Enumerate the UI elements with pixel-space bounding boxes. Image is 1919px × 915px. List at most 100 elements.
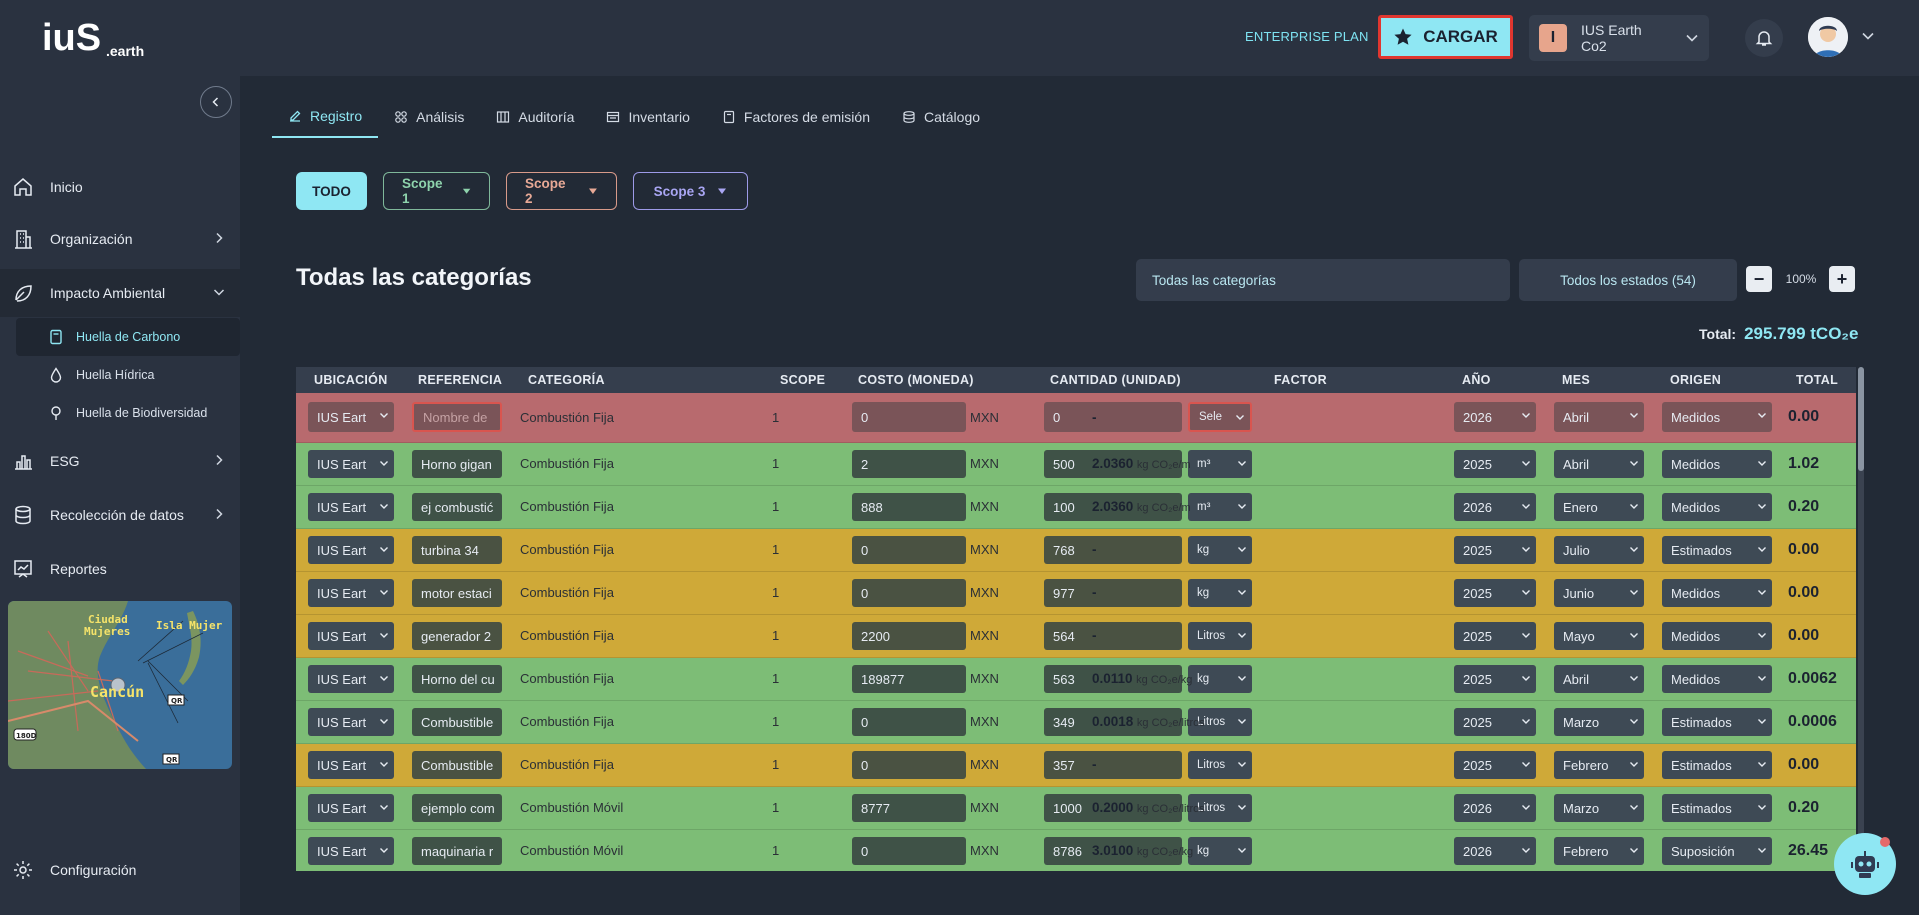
- unidad-select[interactable]: Litros: [1188, 622, 1252, 650]
- anio-select[interactable]: 2025: [1454, 622, 1536, 650]
- origen-select[interactable]: Medidos: [1662, 579, 1772, 607]
- tab-factores-emision[interactable]: Factores de emisión: [706, 96, 886, 138]
- origen-select[interactable]: Medidos: [1662, 622, 1772, 650]
- mes-select[interactable]: Abril: [1554, 450, 1644, 478]
- ubicacion-select[interactable]: IUS Eart: [308, 579, 394, 607]
- ubicacion-select[interactable]: IUS Eart: [308, 536, 394, 564]
- assistant-bot-button[interactable]: [1834, 833, 1896, 895]
- col-referencia[interactable]: REFERENCIA: [418, 373, 503, 387]
- col-factor[interactable]: FACTOR: [1274, 373, 1327, 387]
- zoom-out-button[interactable]: −: [1746, 266, 1772, 292]
- tab-auditoria[interactable]: Auditoría: [480, 96, 590, 138]
- referencia-input[interactable]: Combustible: [412, 708, 502, 736]
- col-anio[interactable]: AÑO: [1462, 373, 1491, 387]
- unidad-select[interactable]: Litros: [1188, 751, 1252, 779]
- filter-scope1-dropdown[interactable]: Scope 1: [383, 172, 490, 210]
- ubicacion-select[interactable]: IUS Eart: [308, 837, 394, 865]
- unidad-select[interactable]: Litros: [1188, 794, 1252, 822]
- origen-select[interactable]: Estimados: [1662, 794, 1772, 822]
- anio-select[interactable]: 2026: [1454, 493, 1536, 521]
- sidebar-item-organizacion[interactable]: Organización: [0, 215, 240, 263]
- sidebar-subitem-huella-biodiversidad[interactable]: Huella de Biodiversidad: [16, 394, 240, 432]
- referencia-input[interactable]: Nombre de: [412, 402, 502, 432]
- col-cantidad[interactable]: CANTIDAD (UNIDAD): [1050, 373, 1181, 387]
- origen-select[interactable]: Medidos: [1662, 665, 1772, 693]
- mes-select[interactable]: Marzo: [1554, 708, 1644, 736]
- user-avatar[interactable]: [1808, 17, 1848, 57]
- ubicacion-select[interactable]: IUS Eart: [308, 450, 394, 478]
- company-selector[interactable]: I IUS Earth Co2: [1529, 15, 1709, 61]
- cantidad-input[interactable]: 564: [1044, 622, 1182, 650]
- zoom-in-button[interactable]: +: [1829, 266, 1855, 292]
- mes-select[interactable]: Mayo: [1554, 622, 1644, 650]
- status-select[interactable]: Todos los estados (54): [1519, 259, 1737, 301]
- col-costo[interactable]: COSTO (MONEDA): [858, 373, 974, 387]
- sidebar-item-inicio[interactable]: Inicio: [0, 163, 240, 211]
- referencia-input[interactable]: Combustible: [412, 751, 502, 779]
- mes-select[interactable]: Julio: [1554, 536, 1644, 564]
- costo-input[interactable]: 0: [852, 708, 966, 736]
- costo-input[interactable]: 0: [852, 536, 966, 564]
- cantidad-input[interactable]: 768: [1044, 536, 1182, 564]
- origen-select[interactable]: Estimados: [1662, 751, 1772, 779]
- costo-input[interactable]: 8777: [852, 794, 966, 822]
- ubicacion-select[interactable]: IUS Eart: [308, 493, 394, 521]
- unidad-select[interactable]: kg: [1188, 579, 1252, 607]
- referencia-input[interactable]: turbina 34: [412, 536, 502, 564]
- referencia-input[interactable]: ej combustić: [412, 493, 502, 521]
- costo-input[interactable]: 189877: [852, 665, 966, 693]
- costo-input[interactable]: 0: [852, 751, 966, 779]
- referencia-input[interactable]: maquinaria r: [412, 837, 502, 865]
- tab-analisis[interactable]: Análisis: [378, 96, 480, 138]
- mes-select[interactable]: Febrero: [1554, 837, 1644, 865]
- category-select[interactable]: Todas las categorías: [1136, 259, 1510, 301]
- table-scrollbar-thumb[interactable]: [1858, 367, 1864, 471]
- sidebar-collapse-button[interactable]: [200, 86, 232, 118]
- sidebar-item-esg[interactable]: ESG: [0, 437, 240, 485]
- anio-select[interactable]: 2026: [1454, 837, 1536, 865]
- ubicacion-select[interactable]: IUS Eart: [308, 622, 394, 650]
- origen-select[interactable]: Medidos: [1662, 402, 1772, 432]
- mes-select[interactable]: Marzo: [1554, 794, 1644, 822]
- cantidad-input[interactable]: 357: [1044, 751, 1182, 779]
- origen-select[interactable]: Medidos: [1662, 450, 1772, 478]
- mes-select[interactable]: Junio: [1554, 579, 1644, 607]
- mes-select[interactable]: Abril: [1554, 665, 1644, 693]
- origen-select[interactable]: Suposición: [1662, 837, 1772, 865]
- filter-todo-button[interactable]: TODO: [296, 172, 367, 210]
- unidad-select[interactable]: m³: [1188, 450, 1252, 478]
- col-ubicacion[interactable]: UBICACIÓN: [314, 373, 388, 387]
- cantidad-input[interactable]: 100: [1044, 493, 1182, 521]
- col-total[interactable]: TOTAL: [1796, 373, 1839, 387]
- anio-select[interactable]: 2025: [1454, 751, 1536, 779]
- costo-input[interactable]: 0: [852, 837, 966, 865]
- anio-select[interactable]: 2025: [1454, 536, 1536, 564]
- col-categoria[interactable]: CATEGORÍA: [528, 373, 605, 387]
- ubicacion-select[interactable]: IUS Eart: [308, 751, 394, 779]
- location-map[interactable]: Ciudad Mujeres Isla Mujer Cancún QR QR 1…: [8, 601, 232, 769]
- anio-select[interactable]: 2025: [1454, 708, 1536, 736]
- sidebar-item-impacto-ambiental[interactable]: Impacto Ambiental: [0, 269, 240, 317]
- costo-input[interactable]: 0: [852, 579, 966, 607]
- ubicacion-select[interactable]: IUS Eart: [308, 794, 394, 822]
- cargar-button[interactable]: CARGAR: [1378, 15, 1513, 59]
- col-scope[interactable]: SCOPE: [780, 373, 826, 387]
- unidad-select[interactable]: Sele: [1188, 402, 1252, 432]
- sidebar-subitem-huella-hidrica[interactable]: Huella Hídrica: [16, 356, 240, 394]
- ubicacion-select[interactable]: IUS Eart: [308, 665, 394, 693]
- cantidad-input[interactable]: 0: [1044, 402, 1182, 432]
- notifications-button[interactable]: [1745, 19, 1783, 57]
- anio-select[interactable]: 2026: [1454, 402, 1536, 432]
- ius-earth-logo[interactable]: iuS .earth: [42, 16, 152, 60]
- col-mes[interactable]: MES: [1562, 373, 1590, 387]
- costo-input[interactable]: 0: [852, 402, 966, 432]
- cantidad-input[interactable]: 1000: [1044, 794, 1182, 822]
- sidebar-item-configuracion[interactable]: Configuración: [0, 846, 240, 894]
- cantidad-input[interactable]: 563: [1044, 665, 1182, 693]
- origen-select[interactable]: Estimados: [1662, 536, 1772, 564]
- ubicacion-select[interactable]: IUS Eart: [308, 708, 394, 736]
- referencia-input[interactable]: ejemplo com: [412, 794, 502, 822]
- table-scrollbar[interactable]: [1858, 367, 1864, 871]
- enterprise-plan-link[interactable]: ENTERPRISE PLAN: [1245, 29, 1369, 44]
- anio-select[interactable]: 2025: [1454, 665, 1536, 693]
